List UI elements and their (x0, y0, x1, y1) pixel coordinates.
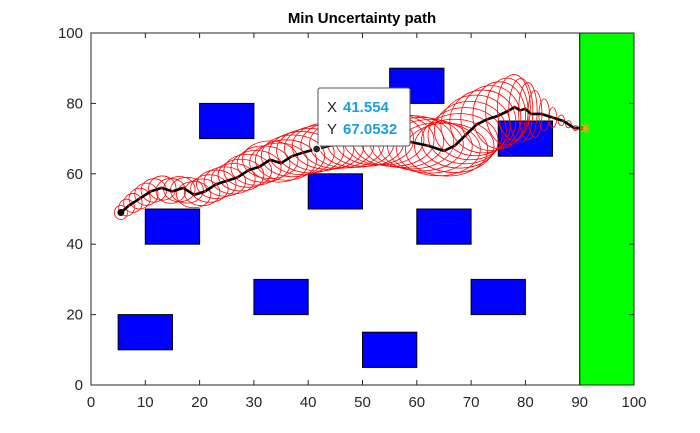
path-waypoint (301, 151, 304, 154)
obstacle-2 (117, 314, 173, 351)
path-waypoint (410, 140, 413, 144)
uncertainty-ellipse (405, 122, 489, 177)
path-waypoint (171, 190, 174, 193)
x-tick-label: 80 (517, 394, 534, 411)
path-waypoint (442, 149, 446, 153)
x-tick-label: 70 (463, 394, 480, 411)
uncertainty-ellipse (433, 100, 507, 161)
path-waypoint (551, 116, 554, 119)
path-waypoint (182, 186, 185, 190)
uncertainty-ellipse (449, 89, 517, 154)
datatip-y-value: 67.0532 (343, 121, 397, 138)
x-tick-label: 60 (408, 394, 425, 411)
start-marker (117, 209, 125, 217)
path-waypoint (453, 144, 457, 147)
uncertainty-ellipse (472, 81, 526, 150)
path-waypoint (127, 204, 131, 207)
y-tick-label: 40 (66, 236, 83, 253)
y-tick-label: 100 (58, 25, 83, 42)
x-tick-label: 40 (300, 394, 317, 411)
uncertainty-ellipse (268, 131, 335, 176)
datatip-box (317, 87, 411, 147)
obstacle-9 (470, 278, 526, 316)
path-waypoint (247, 169, 250, 172)
goal-region (579, 32, 635, 386)
path-waypoint (507, 109, 511, 112)
path-waypoint (149, 190, 152, 193)
datatip-marker (312, 144, 322, 154)
y-tick-label: 80 (66, 95, 83, 112)
uncertainty-ellipse (255, 139, 317, 181)
x-tick-label: 10 (137, 394, 154, 411)
path-waypoint (464, 133, 467, 137)
obstacle-8 (416, 208, 472, 245)
uncertainty-ellipse (427, 107, 503, 165)
uncertainty-ellipse (217, 158, 265, 192)
y-tick-label: 20 (66, 307, 83, 324)
uncertainty-ellipse (414, 118, 495, 173)
x-tick-label: 0 (87, 394, 95, 411)
path-waypoint (518, 109, 522, 112)
obstacle-4 (253, 278, 309, 316)
x-tick-label: 30 (246, 394, 263, 411)
obstacle-6 (362, 331, 418, 368)
y-tick-label: 0 (75, 377, 83, 394)
path-waypoint (524, 107, 527, 110)
uncertainty-ellipse (223, 153, 273, 188)
path-waypoint (160, 186, 163, 190)
path-waypoint (513, 105, 516, 109)
path-waypoint (138, 197, 142, 200)
uncertainty-ellipse (460, 85, 522, 152)
x-tick-label: 100 (621, 394, 646, 411)
x-tick-label: 50 (354, 394, 371, 411)
path-waypoint (529, 112, 533, 116)
datatip-x-value: 41.554 (343, 99, 390, 116)
obstacle-3 (199, 102, 255, 140)
obstacle-5 (307, 173, 364, 210)
path-waypoint (486, 118, 489, 121)
uncertainty-ellipse (113, 205, 128, 220)
path-waypoint (192, 193, 196, 197)
uncertainty-ellipse (260, 134, 326, 178)
uncertainty-ellipse (134, 182, 159, 206)
path-waypoint (268, 158, 272, 161)
x-tick-label: 20 (191, 394, 208, 411)
datatip-x-label: X (327, 99, 337, 116)
path-waypoint (279, 162, 283, 165)
path-waypoint (203, 190, 207, 193)
path-waypoint (562, 119, 565, 123)
obstacles-layer (117, 67, 554, 368)
uncertainty-ellipse (196, 169, 237, 199)
uncertainty-ellipse (123, 193, 143, 213)
uncertainty-ellipse (148, 175, 177, 201)
path-waypoint (236, 176, 239, 179)
uncertainty-ellipse (128, 187, 151, 210)
datatip[interactable]: X 41.554 Y 67.0532 (312, 87, 411, 154)
obstacle-1 (144, 208, 201, 245)
axes-layer: 0 10 20 30 40 50 60 70 80 90 100 0 20 40 60 80 100 (58, 25, 647, 411)
path-waypoint (540, 112, 543, 116)
goal-region-layer (579, 32, 635, 386)
uncertainty-ellipse (183, 178, 221, 207)
path-waypoint (497, 114, 500, 117)
path-waypoint (573, 126, 576, 130)
uncertainty-ellipse (276, 128, 345, 174)
path-waypoint (290, 155, 294, 158)
path-waypoint (258, 165, 261, 168)
path-waypoint (225, 179, 228, 183)
path-waypoint (475, 123, 478, 126)
uncertainty-ellipse (565, 120, 572, 129)
uncertainty-ellipse (420, 113, 499, 169)
uncertainty-ellipse (496, 74, 531, 141)
x-tick-label: 90 (571, 394, 588, 411)
uncertainty-ellipse (211, 163, 256, 195)
path-waypoint (426, 144, 429, 147)
end-marker (580, 123, 591, 134)
path-waypoint (214, 183, 218, 186)
chart-title: Min Uncertainty path (288, 10, 436, 27)
datatip-y-label: Y (327, 121, 337, 138)
y-tick-label: 60 (66, 166, 83, 183)
